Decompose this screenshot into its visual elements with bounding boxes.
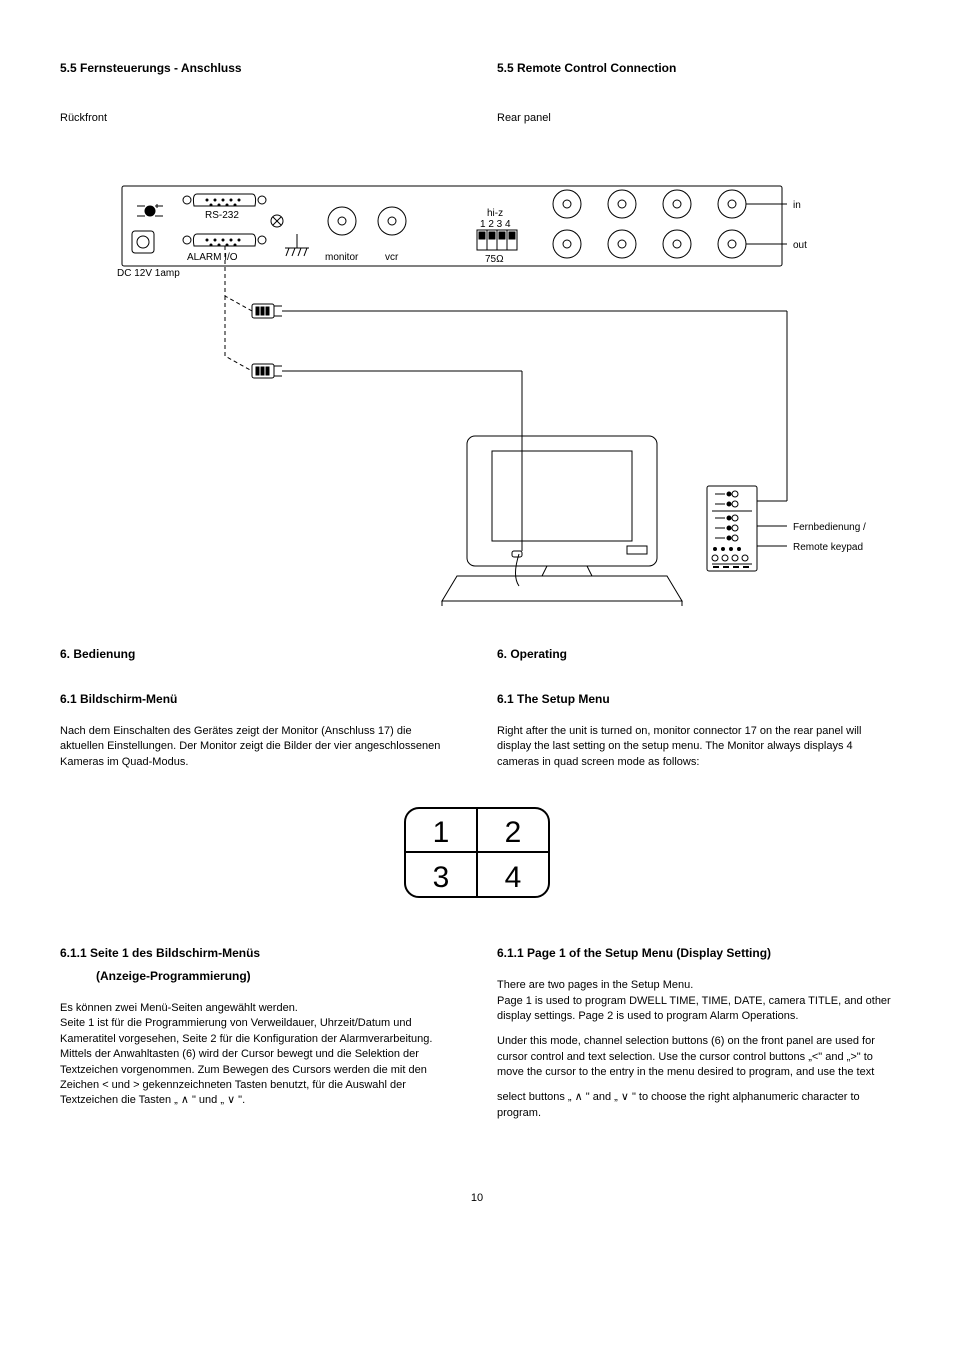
subheader-row: Rückfront Rear panel <box>60 111 894 136</box>
para-611-de-2: Seite 1 ist für die Programmierung von V… <box>60 1016 457 1108</box>
heading-55-de: 5.5 Fernsteuerungs - Anschluss <box>60 60 457 77</box>
label-dc12v: DC 12V 1amp <box>117 268 180 279</box>
rear-panel-diagram: DC 12V 1amp RS-232 ALARM I/O <box>60 156 894 606</box>
quad-screen-figure: 1 2 3 4 <box>60 805 894 905</box>
para-611-en-2: Page 1 is used to program DWELL TIME, TI… <box>497 994 894 1025</box>
label-vcr: vcr <box>385 252 399 263</box>
para-611-en-4: select buttons „ ∧ " and „ ∨ " to choose… <box>497 1090 894 1121</box>
quad-2: 2 <box>505 816 522 849</box>
label-monitor: monitor <box>325 252 359 263</box>
heading-6-de: 6. Bedienung <box>60 646 457 663</box>
para-611-de-1: Es können zwei Menü-Seiten angewählt wer… <box>60 1001 457 1016</box>
quad-1: 1 <box>433 816 450 849</box>
heading-61-en: 6.1 The Setup Menu <box>497 691 894 708</box>
label-out: out <box>793 240 807 251</box>
header-row: 5.5 Fernsteuerungs - Anschluss 5.5 Remot… <box>60 60 894 85</box>
para-611-en-3: Under this mode, channel selection butto… <box>497 1034 894 1080</box>
page-number: 10 <box>60 1191 894 1206</box>
label-75ohm: 75Ω <box>485 254 504 265</box>
heading-61-de: 6.1 Bildschirm-Menü <box>60 691 457 708</box>
label-remote-en: Remote keypad <box>793 542 863 553</box>
quad-4: 4 <box>505 861 522 894</box>
section611-row: 6.1.1 Seite 1 des Bildschirm-Menüs (Anze… <box>60 945 894 1131</box>
sub-rearpanel: Rear panel <box>497 111 894 126</box>
section6-row: 6. Bedienung 6. Operating <box>60 646 894 671</box>
label-rs232: RS-232 <box>205 210 239 221</box>
para-61-de: Nach dem Einschalten des Gerätes zeigt d… <box>60 724 457 770</box>
para-611-en-1: There are two pages in the Setup Menu. <box>497 978 894 993</box>
heading-611-de-2: (Anzeige-Programmierung) <box>60 968 457 985</box>
label-remote-de: Fernbedienung / <box>793 522 866 533</box>
quad-3: 3 <box>433 861 450 894</box>
label-hiz: hi-z <box>487 208 503 219</box>
section61-row: 6.1 Bildschirm-Menü Nach dem Einschalten… <box>60 691 894 780</box>
label-alarm-io: ALARM I/O <box>187 252 238 263</box>
heading-6-en: 6. Operating <box>497 646 894 663</box>
label-in: in <box>793 200 801 211</box>
heading-611-en: 6.1.1 Page 1 of the Setup Menu (Display … <box>497 945 894 962</box>
sub-rueckfront: Rückfront <box>60 111 457 126</box>
heading-55-en: 5.5 Remote Control Connection <box>497 60 894 77</box>
label-hiz-nums: 1 2 3 4 <box>480 219 511 230</box>
heading-611-de-1: 6.1.1 Seite 1 des Bildschirm-Menüs <box>60 945 457 962</box>
para-61-en: Right after the unit is turned on, monit… <box>497 724 894 770</box>
